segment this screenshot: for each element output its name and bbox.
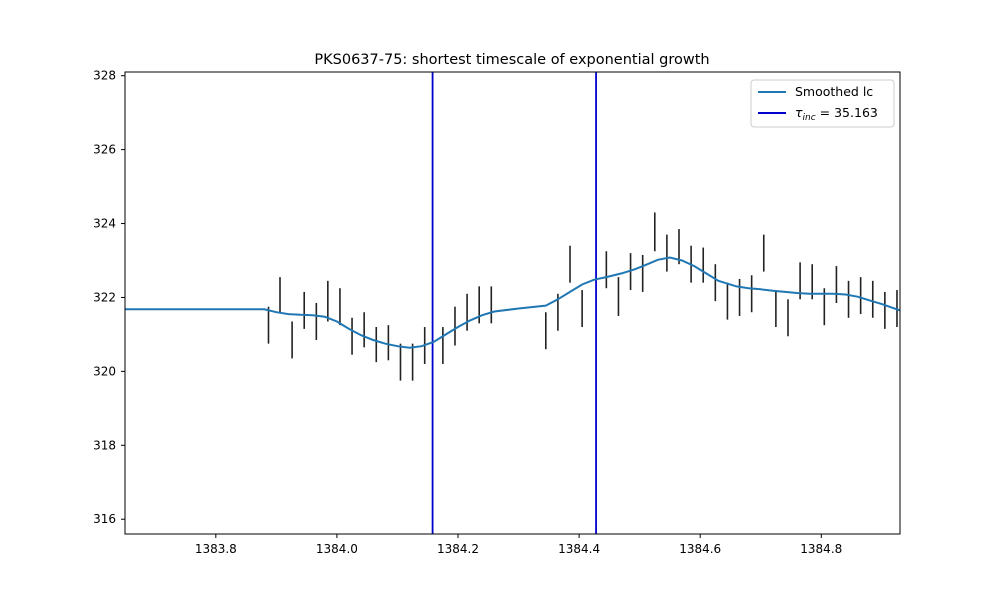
legend-label-smoothed-lc: Smoothed lc — [795, 84, 873, 99]
plot-area — [125, 72, 901, 534]
x-tick-label: 1384.0 — [316, 542, 358, 556]
y-tick-label: 322 — [93, 290, 116, 304]
vertical-lines — [431, 72, 597, 534]
y-tick-label: 324 — [93, 217, 116, 231]
x-tick-label: 1384.2 — [437, 542, 479, 556]
errorbars — [267, 212, 898, 381]
x-tick-label: 1383.8 — [195, 542, 237, 556]
y-tick-label: 318 — [93, 438, 116, 452]
legend-tau-value: = 35.163 — [816, 105, 878, 120]
x-tick-label: 1384.8 — [800, 542, 842, 556]
legend-box — [750, 79, 895, 128]
x-tick-label: 1384.6 — [679, 542, 721, 556]
plot-frame — [124, 71, 901, 535]
legend-tau-subscript: inc — [803, 113, 816, 123]
legend: Smoothed lc τinc = 35.163 — [750, 79, 895, 128]
y-axis: 316 318 320 322 324 326 328 — [93, 69, 125, 526]
y-tick-label: 320 — [93, 364, 116, 378]
smoothed-lc-line — [125, 256, 901, 349]
x-axis: 1383.8 1384.0 1384.2 1384.4 1384.6 1384.8 — [195, 534, 842, 556]
x-tick-label: 1384.4 — [558, 542, 600, 556]
legend-label-tau: τinc = 35.163 — [795, 105, 878, 123]
y-tick-label: 328 — [93, 69, 116, 83]
legend-tau-symbol: τ — [795, 105, 803, 120]
chart-title: PKS0637-75: shortest timescale of expone… — [314, 52, 709, 68]
y-tick-label: 326 — [93, 143, 116, 157]
y-tick-label: 316 — [93, 512, 116, 526]
